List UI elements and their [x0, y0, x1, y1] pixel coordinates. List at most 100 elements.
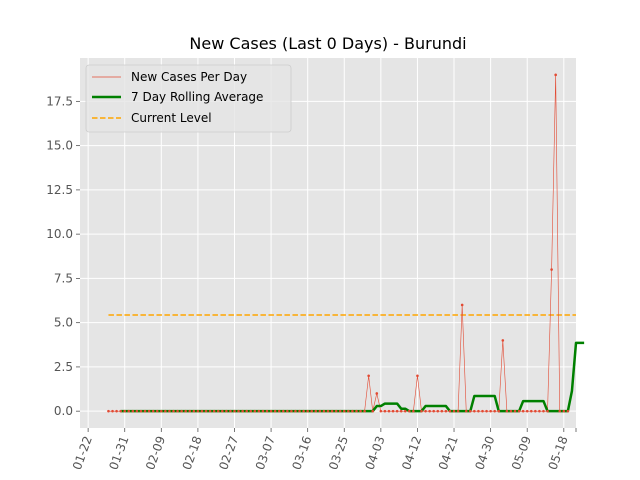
y-tick-label: 7.5 — [54, 271, 73, 285]
new-cases-point — [359, 409, 362, 413]
new-cases-point — [147, 409, 151, 413]
new-cases-point — [509, 409, 513, 413]
new-cases-point — [391, 409, 395, 413]
new-cases-point — [237, 409, 240, 413]
new-cases-point — [172, 409, 175, 413]
y-axis: 0.0 2.5 5.0 7.5 10.0 12.5 15.0 17.5 — [46, 94, 80, 418]
legend: New Cases Per Day 7 Day Rolling Average … — [85, 64, 292, 133]
y-tick-label: 12.5 — [46, 183, 73, 197]
new-cases-point — [188, 409, 192, 413]
new-cases-point — [379, 409, 383, 413]
new-cases-point — [123, 409, 127, 413]
new-cases-point — [420, 409, 423, 413]
new-cases-point — [127, 409, 131, 413]
x-tick-label: 05-09 — [509, 434, 534, 472]
new-cases-point — [408, 409, 411, 413]
new-cases-point — [383, 409, 387, 413]
new-cases-point — [493, 409, 496, 413]
new-cases-point — [253, 409, 257, 413]
new-cases-point — [538, 409, 541, 413]
new-cases-point — [550, 268, 553, 271]
new-cases-point — [143, 409, 147, 413]
new-cases-point — [107, 409, 110, 413]
new-cases-point — [521, 409, 525, 413]
new-cases-point — [546, 409, 549, 413]
new-cases-point — [517, 409, 521, 413]
new-cases-point — [513, 409, 517, 413]
new-cases-point — [200, 409, 204, 413]
new-cases-point — [326, 409, 330, 413]
new-cases-point — [428, 409, 431, 413]
new-cases-point — [440, 409, 444, 413]
new-cases-point — [529, 409, 533, 413]
x-tick-label: 03-16 — [289, 434, 314, 472]
legend-label-new-cases: New Cases Per Day — [131, 70, 247, 84]
legend-label-current-level: Current Level — [131, 111, 212, 125]
new-cases-point — [395, 409, 399, 413]
x-axis: 01-22 01-31 02-09 02-18 02-27 03-07 03-16 03-25… — [70, 428, 577, 472]
new-cases-point — [318, 409, 322, 413]
new-cases-point — [375, 392, 379, 395]
new-cases-point — [501, 339, 505, 342]
new-cases-point — [225, 409, 228, 413]
x-tick-label: 01-22 — [70, 434, 95, 472]
new-cases-point — [216, 409, 220, 413]
new-cases-point — [432, 409, 436, 413]
x-tick-label: 03-25 — [326, 434, 351, 472]
new-cases-point — [351, 409, 354, 413]
new-cases-point — [436, 409, 440, 413]
x-tick-label: 02-18 — [180, 434, 205, 472]
new-cases-point — [298, 409, 301, 413]
new-cases-point — [416, 374, 419, 378]
new-cases-point — [363, 409, 366, 413]
new-cases-point — [460, 303, 464, 307]
new-cases-point — [139, 409, 143, 413]
new-cases-point — [115, 409, 118, 413]
new-cases-point — [342, 409, 346, 413]
new-cases-point — [505, 409, 509, 413]
new-cases-point — [151, 409, 155, 413]
y-tick-label: 0.0 — [54, 404, 73, 418]
new-cases-point — [257, 409, 261, 413]
y-tick-label: 10.0 — [46, 227, 73, 241]
new-cases-point — [448, 409, 452, 413]
new-cases-point — [269, 409, 273, 413]
y-tick-label: 15.0 — [46, 139, 73, 153]
legend-label-rolling-average: 7 Day Rolling Average — [131, 90, 263, 104]
new-cases-point — [233, 409, 236, 413]
new-cases-point — [168, 409, 171, 413]
new-cases-point — [403, 409, 407, 413]
new-cases-point — [452, 409, 456, 413]
new-cases-point — [489, 409, 492, 413]
new-cases-point — [554, 73, 557, 77]
new-cases-point — [497, 409, 501, 413]
new-cases-point — [371, 409, 375, 413]
series-layer — [107, 73, 585, 413]
new-cases-point — [204, 409, 208, 413]
x-tick-label: 04-12 — [399, 434, 424, 472]
new-cases-point — [485, 409, 488, 413]
new-cases-point — [135, 409, 139, 413]
new-cases-point — [558, 409, 562, 413]
new-cases-point — [265, 409, 269, 413]
chart-title: New Cases (Last 0 Days) - Burundi — [189, 34, 466, 53]
new-cases-point — [111, 409, 114, 413]
new-cases-point — [241, 409, 244, 413]
new-cases-point — [566, 409, 570, 413]
new-cases-point — [444, 409, 448, 413]
new-cases-point — [119, 409, 122, 413]
x-tick-label: 05-18 — [546, 434, 571, 472]
x-tick-label: 04-30 — [472, 434, 497, 472]
new-cases-point — [184, 409, 188, 413]
new-cases-point — [481, 409, 484, 413]
new-cases-point — [261, 409, 265, 413]
new-cases-point — [229, 409, 232, 413]
new-cases-point — [424, 409, 427, 413]
new-cases-point — [220, 409, 224, 413]
new-cases-point — [180, 409, 183, 413]
new-cases-point — [294, 409, 297, 413]
new-cases-point — [306, 409, 309, 413]
new-cases-point — [347, 409, 350, 413]
new-cases-point — [468, 409, 472, 413]
new-cases-point — [464, 409, 468, 413]
